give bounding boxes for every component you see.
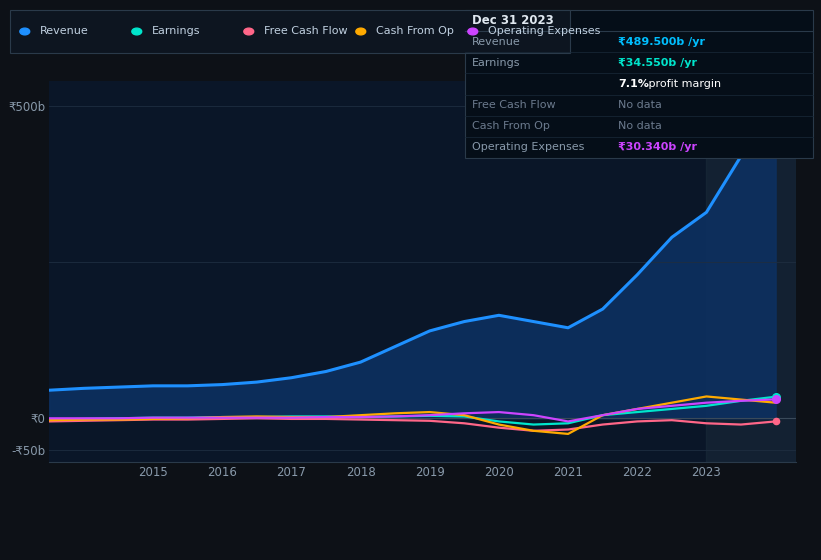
Text: No data: No data xyxy=(618,122,662,131)
Text: Earnings: Earnings xyxy=(471,58,520,68)
Text: Free Cash Flow: Free Cash Flow xyxy=(264,26,347,36)
Text: Free Cash Flow: Free Cash Flow xyxy=(471,100,555,110)
Text: 7.1%: 7.1% xyxy=(618,79,649,89)
Text: Cash From Op: Cash From Op xyxy=(375,26,453,36)
Text: Earnings: Earnings xyxy=(152,26,200,36)
Text: ₹30.340b /yr: ₹30.340b /yr xyxy=(618,142,697,152)
Text: ₹34.550b /yr: ₹34.550b /yr xyxy=(618,58,697,68)
Point xyxy=(769,392,782,401)
Bar xyxy=(706,81,796,462)
Text: Cash From Op: Cash From Op xyxy=(471,122,549,131)
Text: Revenue: Revenue xyxy=(471,37,521,46)
Text: ₹489.500b /yr: ₹489.500b /yr xyxy=(618,37,705,46)
Text: Operating Expenses: Operating Expenses xyxy=(488,26,600,36)
Text: profit margin: profit margin xyxy=(645,79,722,89)
Point xyxy=(769,395,782,404)
Text: Dec 31 2023: Dec 31 2023 xyxy=(471,14,553,27)
Text: Revenue: Revenue xyxy=(39,26,89,36)
Text: Operating Expenses: Operating Expenses xyxy=(471,142,584,152)
Point xyxy=(769,109,782,118)
Point xyxy=(769,417,782,426)
Text: No data: No data xyxy=(618,100,662,110)
